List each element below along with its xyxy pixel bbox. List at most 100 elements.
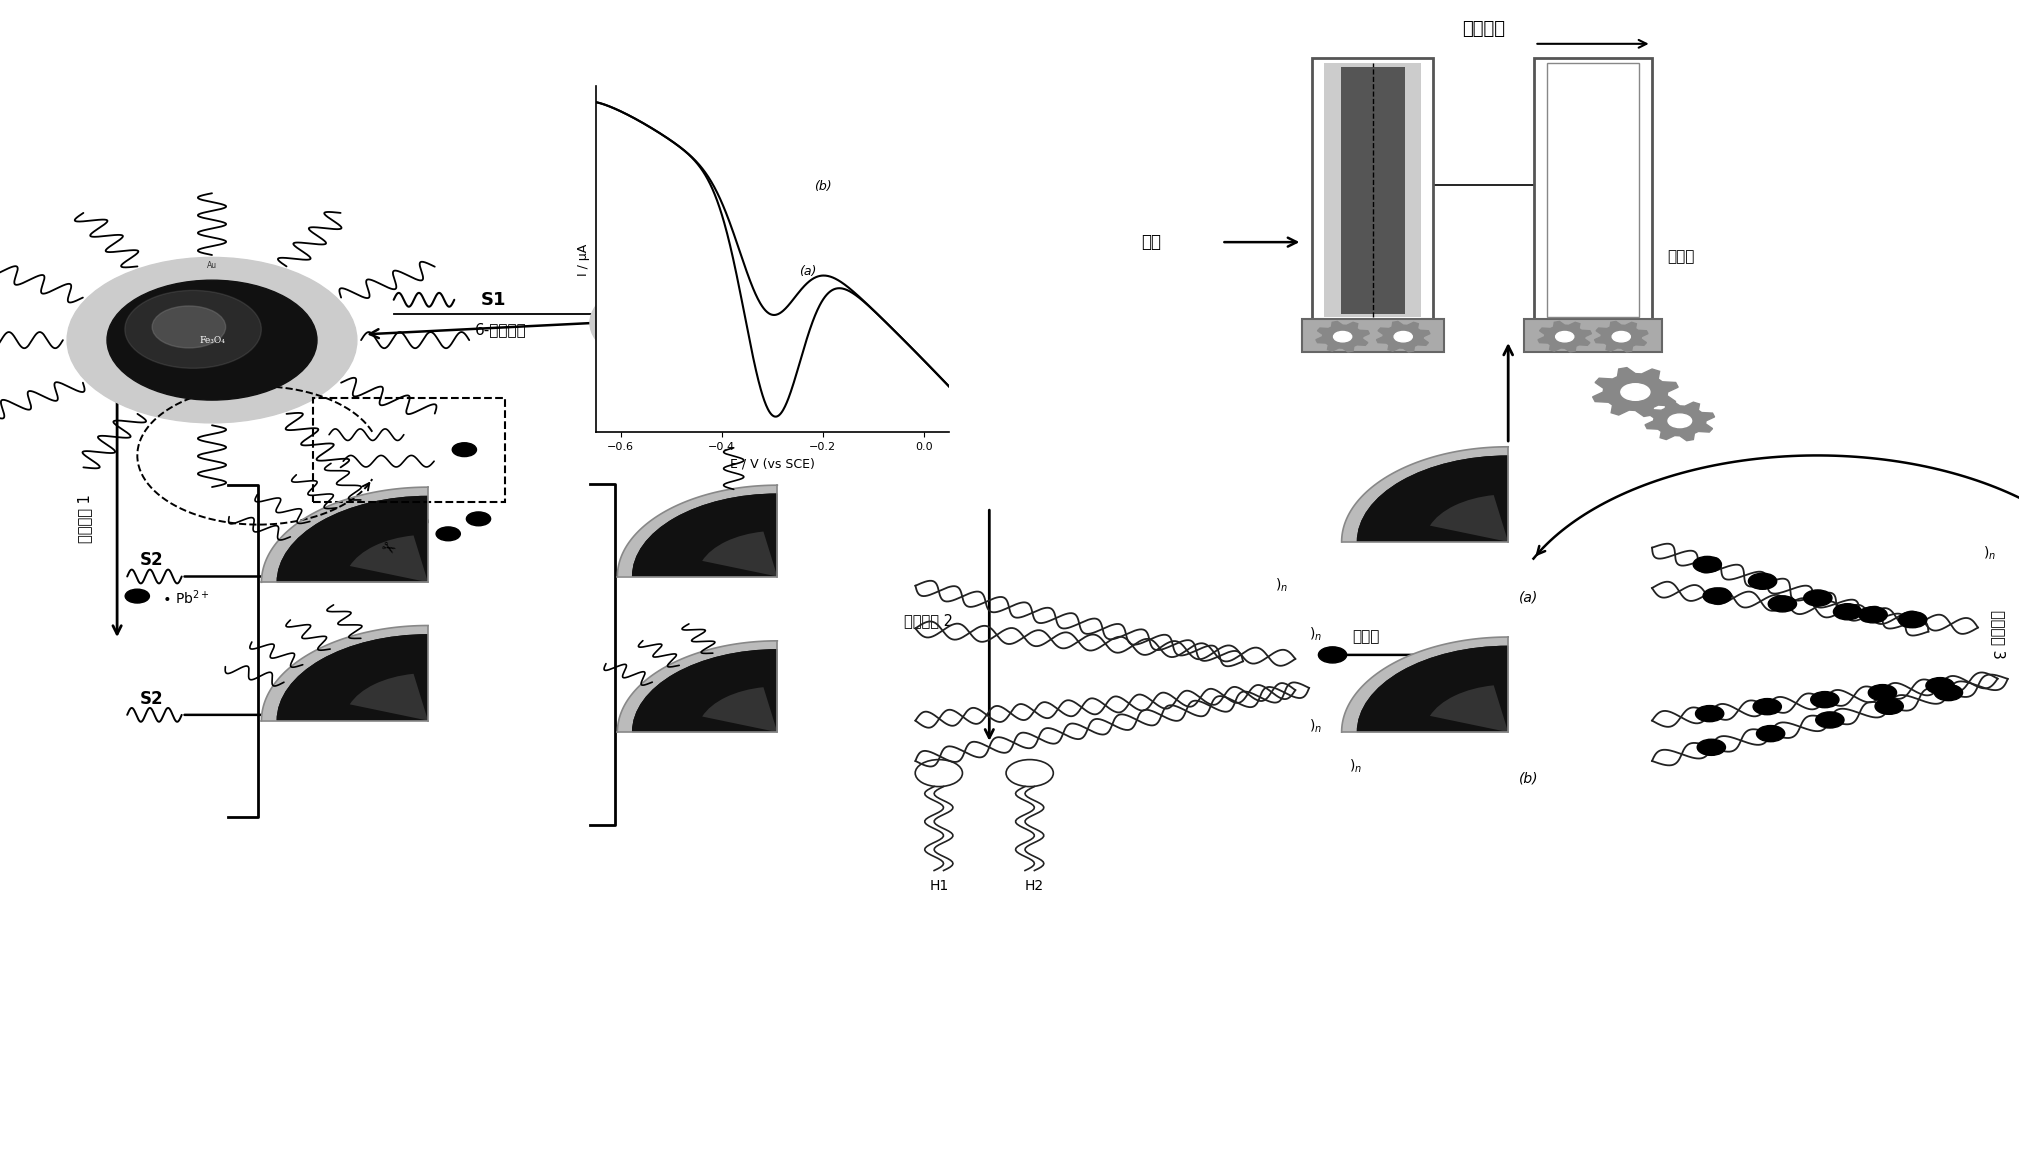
FancyBboxPatch shape [1324,63,1421,317]
Circle shape [1757,725,1785,741]
Circle shape [1335,332,1353,342]
Wedge shape [1429,495,1508,542]
Wedge shape [349,535,428,582]
Circle shape [1811,692,1839,708]
Text: 玻璃碳: 玻璃碳 [1668,249,1696,264]
Text: 亚甲蓝: 亚甲蓝 [1353,628,1381,645]
Circle shape [1395,332,1413,342]
Text: (b): (b) [814,180,832,194]
Text: ✂: ✂ [378,536,398,559]
FancyBboxPatch shape [1534,58,1652,323]
Text: 检测: 检测 [1141,233,1161,251]
Wedge shape [262,625,428,721]
Wedge shape [277,634,428,721]
Circle shape [1613,332,1631,342]
X-axis label: E / V (vs SCE): E / V (vs SCE) [729,458,816,470]
Text: (a): (a) [800,265,816,278]
FancyBboxPatch shape [1302,319,1444,352]
Text: 磁性分离 3: 磁性分离 3 [1991,610,2007,658]
Circle shape [1815,711,1843,728]
Circle shape [466,512,491,526]
Polygon shape [1377,322,1429,352]
Wedge shape [277,496,428,582]
FancyBboxPatch shape [1524,319,1662,352]
Polygon shape [1595,322,1648,352]
Polygon shape [1538,322,1591,352]
Text: 磁性分离 1: 磁性分离 1 [77,495,93,543]
Wedge shape [1357,646,1508,732]
Wedge shape [632,493,777,576]
Polygon shape [1645,401,1714,440]
Circle shape [1668,414,1692,428]
Circle shape [436,527,460,541]
Text: 磁芯: 磁芯 [1545,178,1563,193]
Circle shape [1876,699,1904,715]
Y-axis label: I / μA: I / μA [577,243,590,276]
Circle shape [1769,596,1797,612]
Wedge shape [1357,646,1508,732]
Wedge shape [1429,685,1508,732]
Wedge shape [349,673,428,721]
Text: 6-硫基己醇: 6-硫基己醇 [474,322,527,338]
Circle shape [1696,706,1724,722]
Circle shape [1898,611,1926,627]
Text: $)_n$: $)_n$ [1308,625,1322,643]
Circle shape [626,300,686,334]
Polygon shape [1593,368,1678,416]
Text: S2: S2 [139,551,164,570]
Text: Fe₃O₄: Fe₃O₄ [656,319,676,326]
Wedge shape [632,649,777,732]
Wedge shape [618,485,777,576]
Circle shape [151,306,226,348]
Circle shape [1748,573,1777,589]
Circle shape [107,280,317,400]
Wedge shape [1357,455,1508,542]
FancyBboxPatch shape [1547,63,1639,317]
Circle shape [1621,384,1650,400]
Polygon shape [1316,322,1369,352]
Circle shape [1859,606,1888,623]
Text: 磁性分离 2: 磁性分离 2 [905,612,953,628]
FancyBboxPatch shape [1312,58,1433,323]
Text: S2: S2 [139,689,164,708]
Wedge shape [632,649,777,732]
Wedge shape [1341,446,1508,542]
Wedge shape [618,641,777,732]
Text: H1: H1 [929,879,949,892]
Circle shape [1926,678,1954,694]
Text: Fe₃O₄: Fe₃O₄ [200,336,224,345]
Circle shape [1318,647,1347,663]
Circle shape [1934,685,1962,701]
Wedge shape [632,493,777,576]
Circle shape [452,443,476,457]
Text: $)_n$: $)_n$ [1274,576,1288,595]
Circle shape [1803,590,1831,606]
Text: $)_n$: $)_n$ [1349,758,1363,776]
Circle shape [67,257,357,423]
Text: S1: S1 [481,291,507,309]
Circle shape [1833,604,1862,620]
Circle shape [125,291,260,368]
Text: Au: Au [662,281,670,287]
Text: (a): (a) [1518,590,1538,604]
Circle shape [590,279,743,367]
Text: (b): (b) [1518,771,1538,785]
Circle shape [125,589,149,603]
Circle shape [610,291,723,355]
Text: H2: H2 [1024,879,1044,892]
Wedge shape [703,687,777,732]
Wedge shape [262,488,428,582]
Circle shape [1704,588,1732,604]
FancyBboxPatch shape [1341,67,1405,314]
Wedge shape [277,634,428,721]
Wedge shape [277,496,428,582]
Circle shape [1868,685,1896,701]
Circle shape [1694,557,1722,573]
Circle shape [1698,739,1726,755]
Text: $)_n$: $)_n$ [1308,717,1322,736]
Circle shape [1557,332,1575,342]
Text: $)_n$: $)_n$ [1983,544,1995,563]
Text: Cycle: Cycle [388,514,430,530]
Circle shape [1752,699,1781,715]
Wedge shape [1357,455,1508,542]
